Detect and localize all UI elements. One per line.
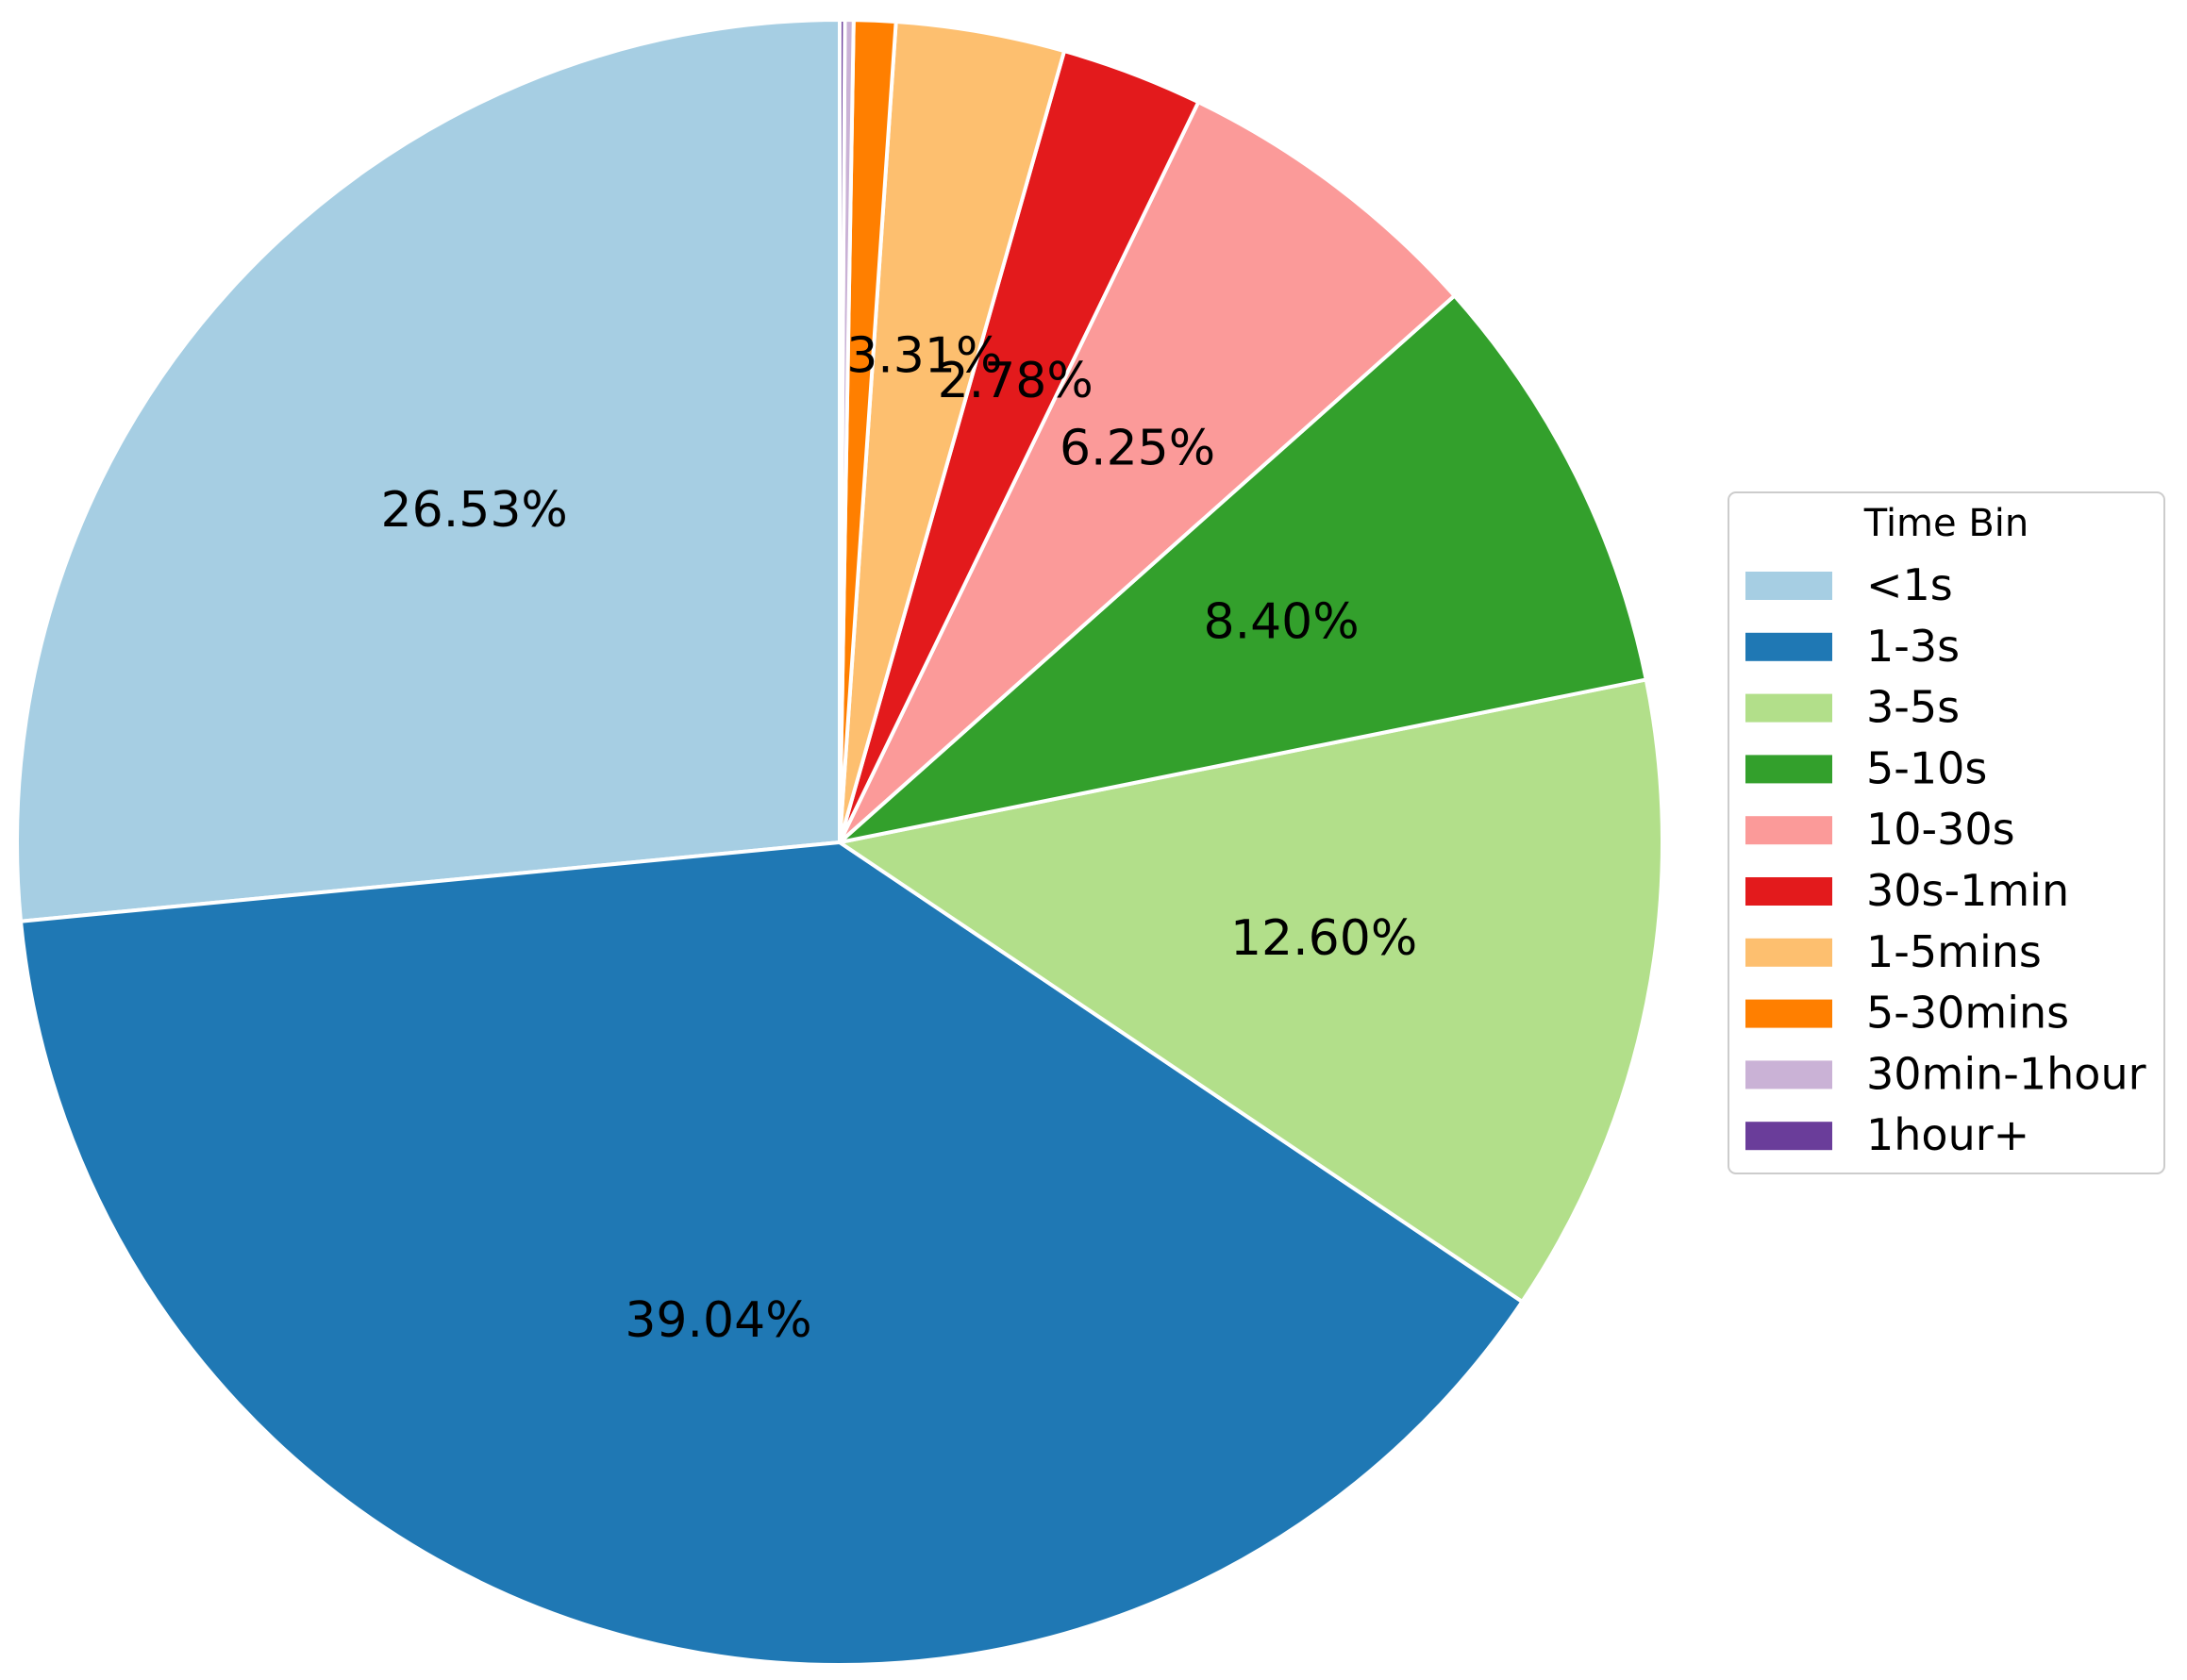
legend-swatch — [1745, 938, 1832, 967]
legend-label: 1hour+ — [1866, 1109, 2029, 1160]
pie-slices — [15, 18, 1664, 1667]
legend-items: <1s 1-3s 3-5s 5-10s 10-30s 30s-1min 1-5mins 5-3… — [1745, 559, 2146, 1160]
legend-label: 10-30s — [1866, 804, 2015, 855]
legend-label: 30min-1hour — [1866, 1048, 2146, 1099]
percentage-labels: 26.53% 39.04% 12.60% 8.40% 6.25% 2.78%3.31% — [381, 328, 1418, 1350]
legend-swatch — [1745, 877, 1832, 906]
legend-label: 30s-1min — [1866, 865, 2069, 916]
pie-slice-10-30s — [838, 100, 1457, 844]
pie-slice-1hour — [838, 18, 847, 844]
pie-slice-1-3s — [19, 840, 1525, 1667]
legend-swatch — [1745, 693, 1832, 723]
legend-title: Time Bin — [1863, 502, 2029, 545]
legend: Time Bin <1s 1-3s 3-5s 5-10s 10-30s 30s-1min 1… — [1728, 491, 2165, 1174]
pct-label: 2.78% — [938, 353, 1094, 409]
legend-swatch — [1745, 632, 1832, 661]
legend-swatch — [1745, 999, 1832, 1028]
legend-swatch — [1745, 1122, 1832, 1151]
pie-slice-3-5s — [838, 677, 1664, 1304]
pie-slice-5-10s — [838, 293, 1648, 844]
legend-label: 1-5mins — [1866, 926, 2042, 977]
legend-label: 5-10s — [1866, 742, 1987, 793]
pct-label: 26.53% — [381, 482, 568, 539]
pct-label: 3.31% — [846, 328, 1002, 385]
legend-frame — [1728, 491, 2165, 1174]
legend-label: 5-30mins — [1866, 988, 2069, 1039]
pct-label: 6.25% — [1060, 421, 1215, 477]
legend-swatch — [1745, 816, 1832, 845]
pct-label: 39.04% — [625, 1292, 811, 1349]
legend-swatch — [1745, 1060, 1832, 1090]
legend-label: 3-5s — [1866, 682, 1960, 733]
legend-label: 1-3s — [1866, 621, 1960, 672]
pct-label: 12.60% — [1230, 910, 1417, 967]
legend-swatch — [1745, 755, 1832, 784]
legend-swatch — [1745, 572, 1832, 600]
legend-label: <1s — [1866, 559, 1953, 610]
pct-label: 8.40% — [1203, 593, 1359, 650]
pie-slice-1s — [15, 18, 842, 923]
